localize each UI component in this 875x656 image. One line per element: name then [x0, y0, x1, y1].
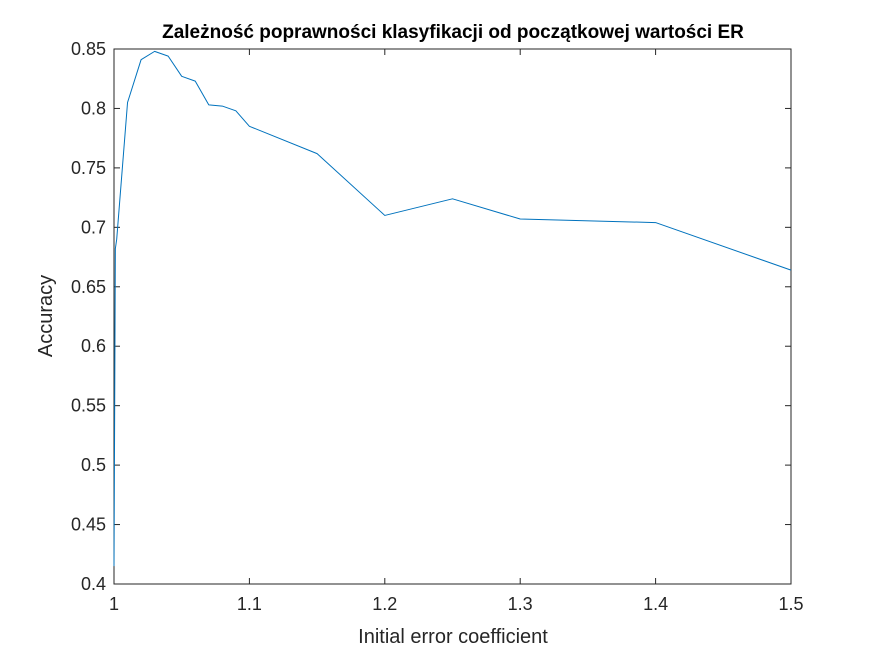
plot-area: 1 1.1 1.2 1.3 1.4 1.5 0.4 0.45 0.5 0.55 0.6 0.65 0.7…: [71, 39, 804, 614]
y-axis-label: Accuracy: [35, 275, 57, 357]
x-tick-label: 1.4: [643, 594, 668, 614]
axes-box: [113, 48, 792, 585]
x-tick-label: 1.3: [508, 594, 533, 614]
y-tick-label: 0.7: [81, 217, 106, 237]
y-tick-label: 0.5: [81, 455, 106, 475]
x-tick-label: 1.1: [237, 594, 262, 614]
x-tick-label: 1.2: [372, 594, 397, 614]
x-tick-label: 1.5: [778, 594, 803, 614]
y-tick-label: 0.55: [71, 396, 106, 416]
y-tick-label: 0.85: [71, 39, 106, 59]
chart-title: Zależność poprawności klasyfikacji od po…: [162, 22, 744, 43]
y-tick-label: 0.65: [71, 277, 106, 297]
y-tick-label: 0.6: [81, 336, 106, 356]
y-tick-label: 0.45: [71, 515, 106, 535]
x-axis-label: Initial error coefficient: [358, 626, 548, 648]
y-tick-label: 0.75: [71, 158, 106, 178]
series-line: [113, 50, 792, 567]
y-tick-label: 0.4: [81, 574, 106, 594]
x-tick-label: 1: [109, 594, 119, 614]
y-tick-label: 0.8: [81, 98, 106, 118]
